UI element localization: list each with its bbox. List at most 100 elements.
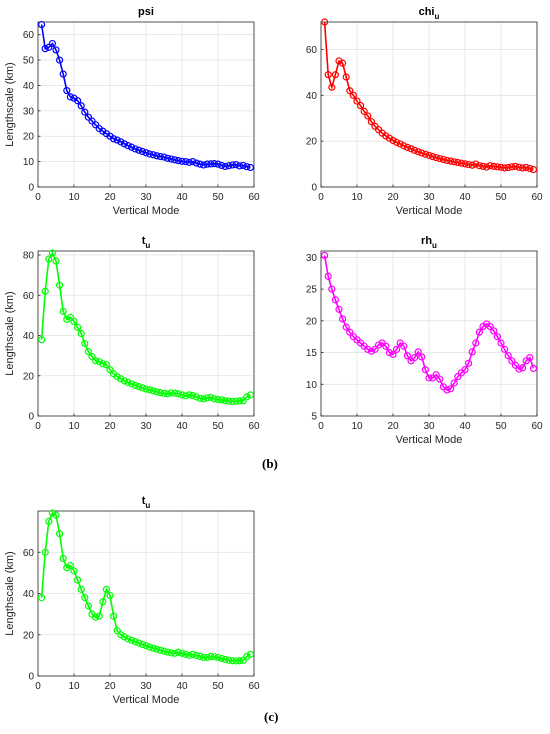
data-point [364,345,372,353]
chart-title: tu [142,235,151,250]
data-point [77,585,85,593]
data-point [156,152,164,161]
y-tick-label: 0 [28,672,34,683]
y-tick-label: 0 [28,412,34,423]
data-point [432,154,440,162]
data-point [160,647,168,655]
chart-title-subscript: u [435,12,440,21]
data-point [342,323,350,331]
x-tick-label: 20 [387,192,399,203]
data-point [142,385,150,393]
data-point [228,161,236,169]
data-point [454,158,462,167]
data-point [124,635,132,643]
data-point [160,389,168,398]
data-point [232,161,240,169]
data-point [382,132,390,140]
x-tick-label: 30 [423,421,435,432]
x-tick-label: 60 [531,421,543,432]
data-point [214,160,222,168]
data-point [418,353,426,361]
data-point [221,397,229,405]
data-point [149,387,157,395]
chart-title: rhu [421,235,437,250]
data-point [486,322,494,331]
chart-3: 0 10 20 30 40 50 60 0 20 40 60 80 tu Lengthscale (km) [4,235,260,432]
data-point [393,138,401,146]
data-point [339,315,347,323]
data-point [515,163,523,171]
data-point [200,653,208,662]
x-tick-label: 50 [212,192,224,203]
x-tick-label: 40 [459,192,471,203]
y-tick-label: 20 [23,132,35,143]
data-point [465,160,473,169]
data-point [174,157,182,165]
data-point [357,102,365,110]
data-point [77,329,85,338]
data-point [411,354,419,362]
data-point [81,108,89,116]
y-tick-label: 40 [23,331,35,342]
x-tick-label: 20 [387,421,399,432]
chart-5: 0 10 20 30 40 50 60 0 20 40 60 tu Vertical Mode Lengt… [4,495,260,706]
data-point [346,328,354,336]
data-point [37,594,46,602]
x-tick-label: 30 [140,421,152,432]
panel-label-c: (c) [264,709,279,724]
data-point [346,87,354,95]
x-tick-label: 60 [248,192,260,203]
data-point [511,162,520,170]
x-tick-label: 30 [140,681,152,692]
x-tick-label: 20 [104,421,116,432]
data-point [63,86,71,95]
data-point [189,650,197,658]
y-tick-label: 40 [306,91,318,102]
data-point [342,73,350,81]
data-point [243,652,251,661]
x-tick-label: 40 [176,421,188,432]
data-point [153,152,161,160]
chart-title: chiu [419,6,440,21]
data-point [146,150,154,158]
data-point [185,158,193,166]
data-point [95,612,103,620]
x-tick-label: 10 [351,421,363,432]
y-tick-label: 40 [23,81,35,92]
x-tick-label: 30 [423,192,435,203]
data-point [52,511,60,519]
data-point [490,327,498,335]
data-point [443,386,451,394]
data-point [63,564,71,572]
data-point [522,163,530,172]
data-point [135,383,143,391]
x-axis-label: Vertical Mode [396,434,463,446]
data-point [353,97,361,105]
chart-title-subscript: u [145,241,150,250]
data-point [120,377,129,385]
data-point [73,576,82,584]
data-point [128,636,136,644]
data-point [331,71,339,79]
data-point [70,567,78,575]
data-point [450,158,458,166]
data-point [124,142,132,150]
x-tick-label: 50 [212,681,224,692]
data-point [200,395,208,403]
data-point [396,140,404,148]
data-point [246,391,254,399]
data-point [236,657,244,665]
y-tick-label: 80 [23,251,35,262]
data-point [232,657,240,665]
data-point [81,339,89,348]
data-point [454,373,462,381]
data-point [465,359,473,367]
data-point [120,633,129,641]
data-point [529,165,538,174]
data-point [335,305,343,313]
x-axis-label: Vertical Mode [396,205,463,217]
y-axis-label: Lengthscale (km) [4,62,16,146]
y-tick-label: 60 [23,291,35,302]
data-point [66,93,75,101]
data-point [385,134,393,142]
